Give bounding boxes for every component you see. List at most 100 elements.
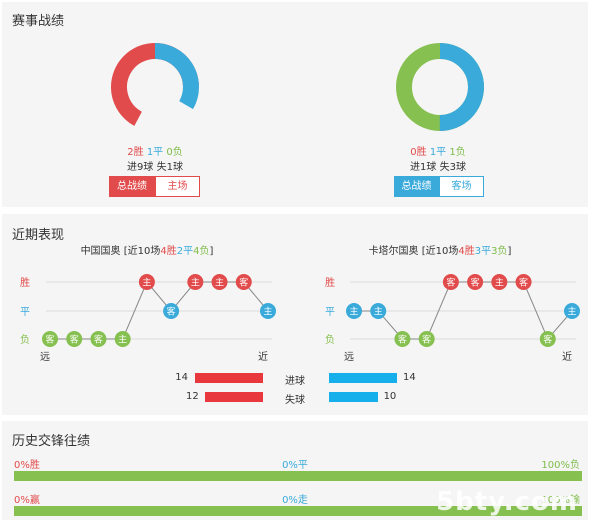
- home-record-goals: 进9球 失1球: [2, 158, 308, 173]
- away-tab-all[interactable]: 总战绩: [394, 176, 439, 197]
- match-record-panel: 赛事战绩 2胜 1平 0负 进9球 失1球 总战绩 主场 0胜 1平 1负 进1…: [2, 2, 588, 207]
- home-goals-value: 14: [175, 372, 188, 383]
- away-goals-value: 14: [403, 372, 416, 383]
- h2h-draw-pct: 0%平: [282, 460, 308, 471]
- home-conceded-value: 12: [185, 391, 199, 402]
- away-form-point: [394, 331, 411, 347]
- home-form-point: [187, 274, 204, 290]
- away-form-point: [346, 303, 362, 319]
- away-summary-suffix: ]: [507, 246, 512, 257]
- home-summary-suffix: ]: [209, 246, 214, 257]
- h2h-win-pct: 0%胜: [14, 460, 40, 471]
- home-form-point: [260, 303, 276, 319]
- away-record-donut: [396, 43, 484, 131]
- away-donut-draw: [396, 43, 484, 131]
- recent-form-chart: 胜平负客客客主主客主主客主远 近胜平负主 主客 客客客主客客主远近: [20, 274, 580, 363]
- away-form-line: [354, 281, 573, 340]
- home-form-venue: 主: [142, 277, 151, 289]
- home-form-point: [138, 274, 155, 290]
- away-form-venue: 主: [374, 306, 383, 318]
- home-form-line: [50, 281, 269, 340]
- away-goals-bar: [329, 373, 397, 383]
- away-far-label: 远: [344, 351, 354, 363]
- home-recent-loss: 4负: [193, 246, 210, 257]
- h2h-handicap-push-pct: 0%走: [282, 495, 308, 506]
- home-tab-all[interactable]: 总战绩: [109, 176, 155, 197]
- away-form-venue: 主: [349, 306, 358, 318]
- home-form-point: [90, 331, 107, 347]
- away-goals: 进1球: [410, 162, 437, 173]
- away-form-venue: 客: [398, 334, 407, 346]
- home-draw-count: 1平: [146, 147, 164, 158]
- home-form-venue: 客: [167, 306, 176, 318]
- home-form-venue: 主: [215, 277, 224, 289]
- away-recent-summary: 卡塔尔国奥 [近10场4胜3平3负]: [292, 242, 588, 257]
- home-record-donut: [111, 42, 199, 131]
- home-loss-count: 0负: [166, 147, 183, 158]
- home-recent-summary: 中国国奥 [近10场4胜2平4负]: [2, 242, 292, 257]
- home-conceded-bar: [204, 392, 263, 402]
- home-donut-draw: [111, 43, 199, 131]
- away-form-point: [442, 274, 459, 290]
- h2h-loss-pct: 100%负: [541, 460, 580, 471]
- away-form-point: [515, 274, 532, 290]
- home-goals: 进9球: [127, 162, 154, 173]
- h2h-handicap-win-pct: 0%赢: [14, 495, 40, 506]
- home-form-point: [211, 274, 228, 290]
- goals-label: 进球: [285, 376, 305, 387]
- home-row-label-W: 胜: [20, 277, 30, 289]
- head-to-head-title: 历史交锋往绩: [12, 434, 91, 449]
- home-team-name: 中国国奥: [80, 246, 121, 257]
- away-form-point: [370, 303, 387, 319]
- away-form-venue: 客: [519, 277, 528, 289]
- match-record-title: 赛事战绩: [12, 14, 65, 29]
- home-goals-bar: [195, 373, 263, 383]
- away-form-point: [491, 274, 508, 290]
- away-row-label-L: 负: [325, 333, 335, 346]
- away-form-venue: 客: [543, 334, 552, 346]
- home-form-venue: 主: [191, 277, 200, 289]
- away-form-venue: 客: [446, 277, 455, 289]
- home-form-point: [42, 331, 58, 347]
- away-row-label-W: 胜: [325, 277, 335, 289]
- home-form-point: [114, 331, 131, 347]
- away-form-point: [418, 331, 435, 347]
- away-form-venue: 客: [471, 277, 480, 289]
- h2h-handicap-bar: [14, 506, 582, 516]
- home-tab-venue[interactable]: 主场: [155, 176, 200, 197]
- home-far-label: 远: [40, 351, 50, 363]
- home-row-label-D: 平: [20, 307, 30, 318]
- recent-form-title: 近期表现: [12, 228, 65, 243]
- h2h-handicap-loss-pct: 100%输: [541, 495, 580, 506]
- head-to-head-panel: 历史交锋往绩 0%胜 0%平 100%负 0%赢 0%走 100%输 5bty.…: [2, 421, 588, 520]
- home-row-label-L: 负: [20, 333, 30, 346]
- away-recent-draw: 3平: [474, 246, 492, 257]
- home-recent-draw: 2平: [176, 246, 194, 257]
- home-form-venue: 客: [45, 334, 54, 346]
- away-form-point: [539, 331, 556, 347]
- away-draw-count: 1平: [429, 147, 447, 158]
- conceded-label: 失球: [285, 395, 305, 406]
- home-form-venue: 客: [239, 277, 248, 289]
- recent-form-panel: 近期表现 中国国奥 [近10场4胜2平4负] 卡塔尔国奥 [近10场4胜3平3负…: [2, 214, 588, 415]
- away-conceded: 失3球: [439, 162, 466, 173]
- home-conceded: 失1球: [156, 162, 183, 173]
- away-recent-win: 4胜: [458, 246, 475, 257]
- home-form-point: [163, 303, 180, 319]
- away-form-venue: 客: [422, 334, 431, 346]
- away-row-label-D: 平: [325, 307, 335, 318]
- home-form-venue: 客: [70, 334, 79, 346]
- away-loss-count: 1负: [449, 147, 466, 158]
- away-team-name: 卡塔尔国奥: [368, 246, 419, 257]
- away-form-point: [564, 303, 580, 319]
- watermark-logo: 5bty.com: [436, 487, 578, 517]
- away-record-wdl: 0胜 1平 1负: [288, 143, 588, 158]
- home-form-point: [235, 274, 252, 290]
- home-form-venue: 主: [118, 334, 127, 346]
- away-summary-prefix: [近10场: [421, 246, 459, 257]
- home-record-wdl: 2胜 1平 0负: [2, 143, 308, 158]
- away-tab-venue[interactable]: 客场: [439, 176, 484, 197]
- home-form-point: [66, 331, 83, 347]
- home-form-venue: 主: [263, 306, 272, 318]
- h2h-result-bar: [14, 471, 582, 481]
